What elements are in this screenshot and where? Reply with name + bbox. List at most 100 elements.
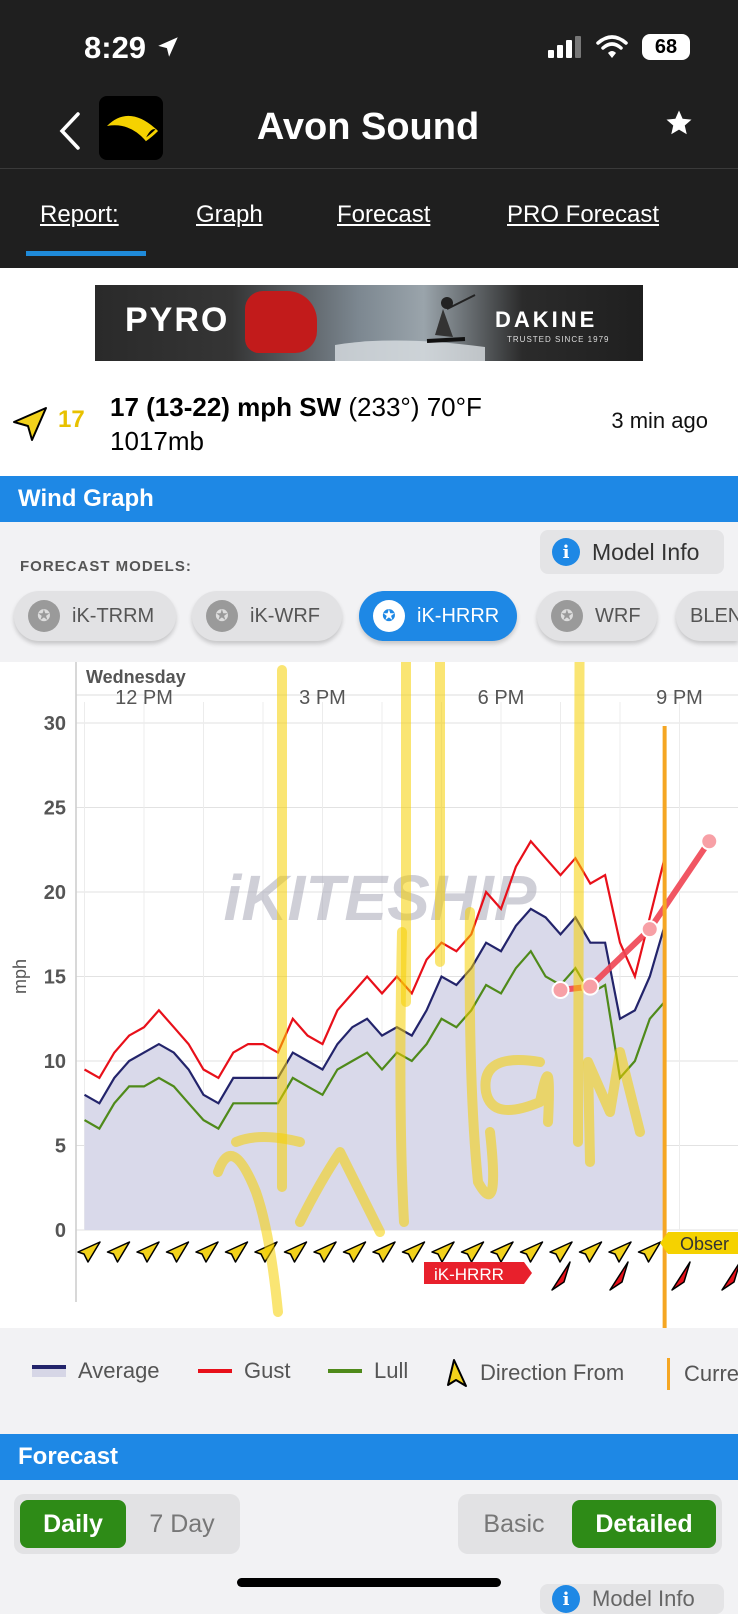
direction-arrow [165, 1241, 190, 1263]
model-chip-label: iK-TRRM [72, 604, 155, 627]
average-swatch-icon [32, 1365, 66, 1377]
banner-product-image [245, 291, 317, 353]
model-chip-ik-wrf[interactable]: ✪ iK-WRF [192, 591, 342, 641]
daily-button[interactable]: Daily [20, 1500, 126, 1548]
legend-gust: Gust [198, 1358, 290, 1384]
x-tick-label: 12 PM [115, 687, 173, 709]
status-time-text: 8:29 [84, 30, 147, 65]
report-speed: 17 [58, 406, 85, 433]
report-pressure: 1017mb [110, 426, 204, 456]
forecast-header: Forecast [0, 1434, 738, 1480]
observed-direction-arrow [551, 1261, 571, 1291]
gust-swatch-icon [198, 1369, 232, 1373]
report-area: PYRO DAKINE TRUSTED SINCE 1979 17 17 (13… [0, 268, 738, 476]
model-chip-label: WRF [595, 604, 641, 627]
location-arrow-icon [157, 37, 178, 57]
status-icons: 68 [548, 34, 690, 60]
tab-pro-forecast[interactable]: PRO Forecast [507, 201, 660, 228]
report-summary-bold: 17 (13-22) mph SW [110, 392, 342, 422]
x-tick-label: 6 PM [478, 687, 525, 709]
x-tick-label: 3 PM [299, 687, 346, 709]
lull-line [83, 949, 666, 1131]
model-info-label: Model Info [592, 538, 700, 565]
model-info-label: Model Info [592, 1586, 695, 1611]
model-badge-label: iK-HRRR [434, 1265, 504, 1284]
direction-arrow [549, 1241, 573, 1263]
observed-direction-arrow [671, 1261, 691, 1291]
legend-current: Curre [666, 1358, 738, 1390]
y-tick-label: 15 [44, 967, 66, 989]
tab-forecast[interactable]: Forecast [337, 201, 431, 228]
legend-direction-label: Direction From [480, 1360, 625, 1385]
direction-arrow [519, 1241, 544, 1263]
observed-badge [660, 1232, 738, 1254]
model-info-button[interactable]: i Model Info [540, 530, 724, 574]
cellular-signal-icon [548, 36, 581, 58]
observed-point [700, 832, 719, 851]
banner-kiter-image [335, 294, 485, 361]
y-tick-label: 25 [44, 798, 66, 820]
report-summary-rest: (233°) 70°F [341, 392, 482, 422]
report-summary: 17 (13-22) mph SW (233°) 70°F [110, 392, 482, 423]
wind-graph-header: Wind Graph [0, 476, 738, 522]
x-tick-label: 9 PM [656, 687, 703, 709]
model-chip-ik-trrm[interactable]: ✪ iK-TRRM [14, 591, 176, 641]
wifi-icon [596, 35, 628, 58]
direction-arrow [195, 1241, 219, 1263]
kite-logo-icon [107, 115, 159, 142]
page-title: Avon Sound [256, 106, 480, 148]
legend-current-label: Curre [684, 1361, 738, 1386]
status-time: 8:29 [84, 30, 181, 66]
legend-average-label: Average [78, 1358, 160, 1383]
gear-badge-icon: ✪ [373, 600, 405, 632]
direction-arrow [608, 1241, 632, 1263]
model-chip-blend[interactable]: BLEN [676, 591, 738, 641]
direction-arrow [77, 1241, 101, 1263]
observed-point [581, 977, 600, 996]
y-tick-label: 10 [44, 1051, 66, 1073]
y-axis-label: mph [10, 959, 30, 994]
legend-lull: Lull [328, 1358, 408, 1384]
banner-tagline: TRUSTED SINCE 1979 [507, 335, 610, 344]
seven-day-button[interactable]: 7 Day [149, 1509, 215, 1538]
basic-button[interactable]: Basic [483, 1509, 545, 1538]
detail-toggle: Basic Detailed [458, 1494, 722, 1554]
back-chevron-icon[interactable] [50, 106, 90, 156]
gear-badge-icon: ✪ [28, 600, 60, 632]
model-chip-ik-hrrr[interactable]: ✪ iK-HRRR [359, 591, 517, 641]
lull-swatch-icon [328, 1369, 362, 1373]
average-area [84, 908, 665, 1230]
app-header: 8:29 68 Avon Sound Report: G [0, 0, 738, 268]
direction-arrow [578, 1241, 603, 1263]
direction-arrow [401, 1241, 426, 1263]
detailed-button[interactable]: Detailed [572, 1500, 716, 1548]
day-label: Wednesday [86, 667, 186, 687]
observed-point [640, 920, 659, 939]
watermark: iKITESHIP [224, 862, 537, 934]
direction-arrow [136, 1241, 160, 1263]
model-chip-label: iK-HRRR [417, 604, 500, 627]
legend-direction: Direction From [444, 1358, 624, 1388]
annotation-stroke [213, 1132, 385, 1317]
direction-arrow [313, 1241, 337, 1263]
period-toggle: Daily 7 Day [14, 1494, 240, 1554]
wind-chart[interactable]: Wednesday 0 5 10 15 20 25 30 12 PM 3 PM 6 PM 9 PM mp… [0, 662, 738, 1328]
model-badge [424, 1262, 532, 1284]
tab-graph[interactable]: Graph [196, 201, 263, 228]
direction-arrow [106, 1241, 131, 1263]
battery-icon: 68 [642, 34, 690, 60]
model-chip-wrf[interactable]: ✪ WRF [537, 591, 657, 641]
chart-legend: Average Gust Lull Direction From Curre [0, 1328, 738, 1434]
ad-banner[interactable]: PYRO DAKINE TRUSTED SINCE 1979 [95, 285, 643, 361]
legend-average: Average [32, 1358, 160, 1384]
forecast-model-info-button[interactable]: i Model Info [540, 1584, 724, 1614]
tab-bar: Report: Graph Forecast PRO Forecast [0, 168, 738, 269]
info-icon: i [552, 538, 580, 566]
tab-report[interactable]: Report: [40, 201, 119, 228]
y-tick-label: 5 [55, 1136, 66, 1158]
wind-direction-arrow-icon [13, 407, 47, 441]
favorite-star-icon[interactable] [664, 108, 694, 138]
observed-point [551, 981, 570, 1000]
direction-arrow [283, 1241, 308, 1263]
observed-badge-label: Obser [680, 1234, 729, 1254]
